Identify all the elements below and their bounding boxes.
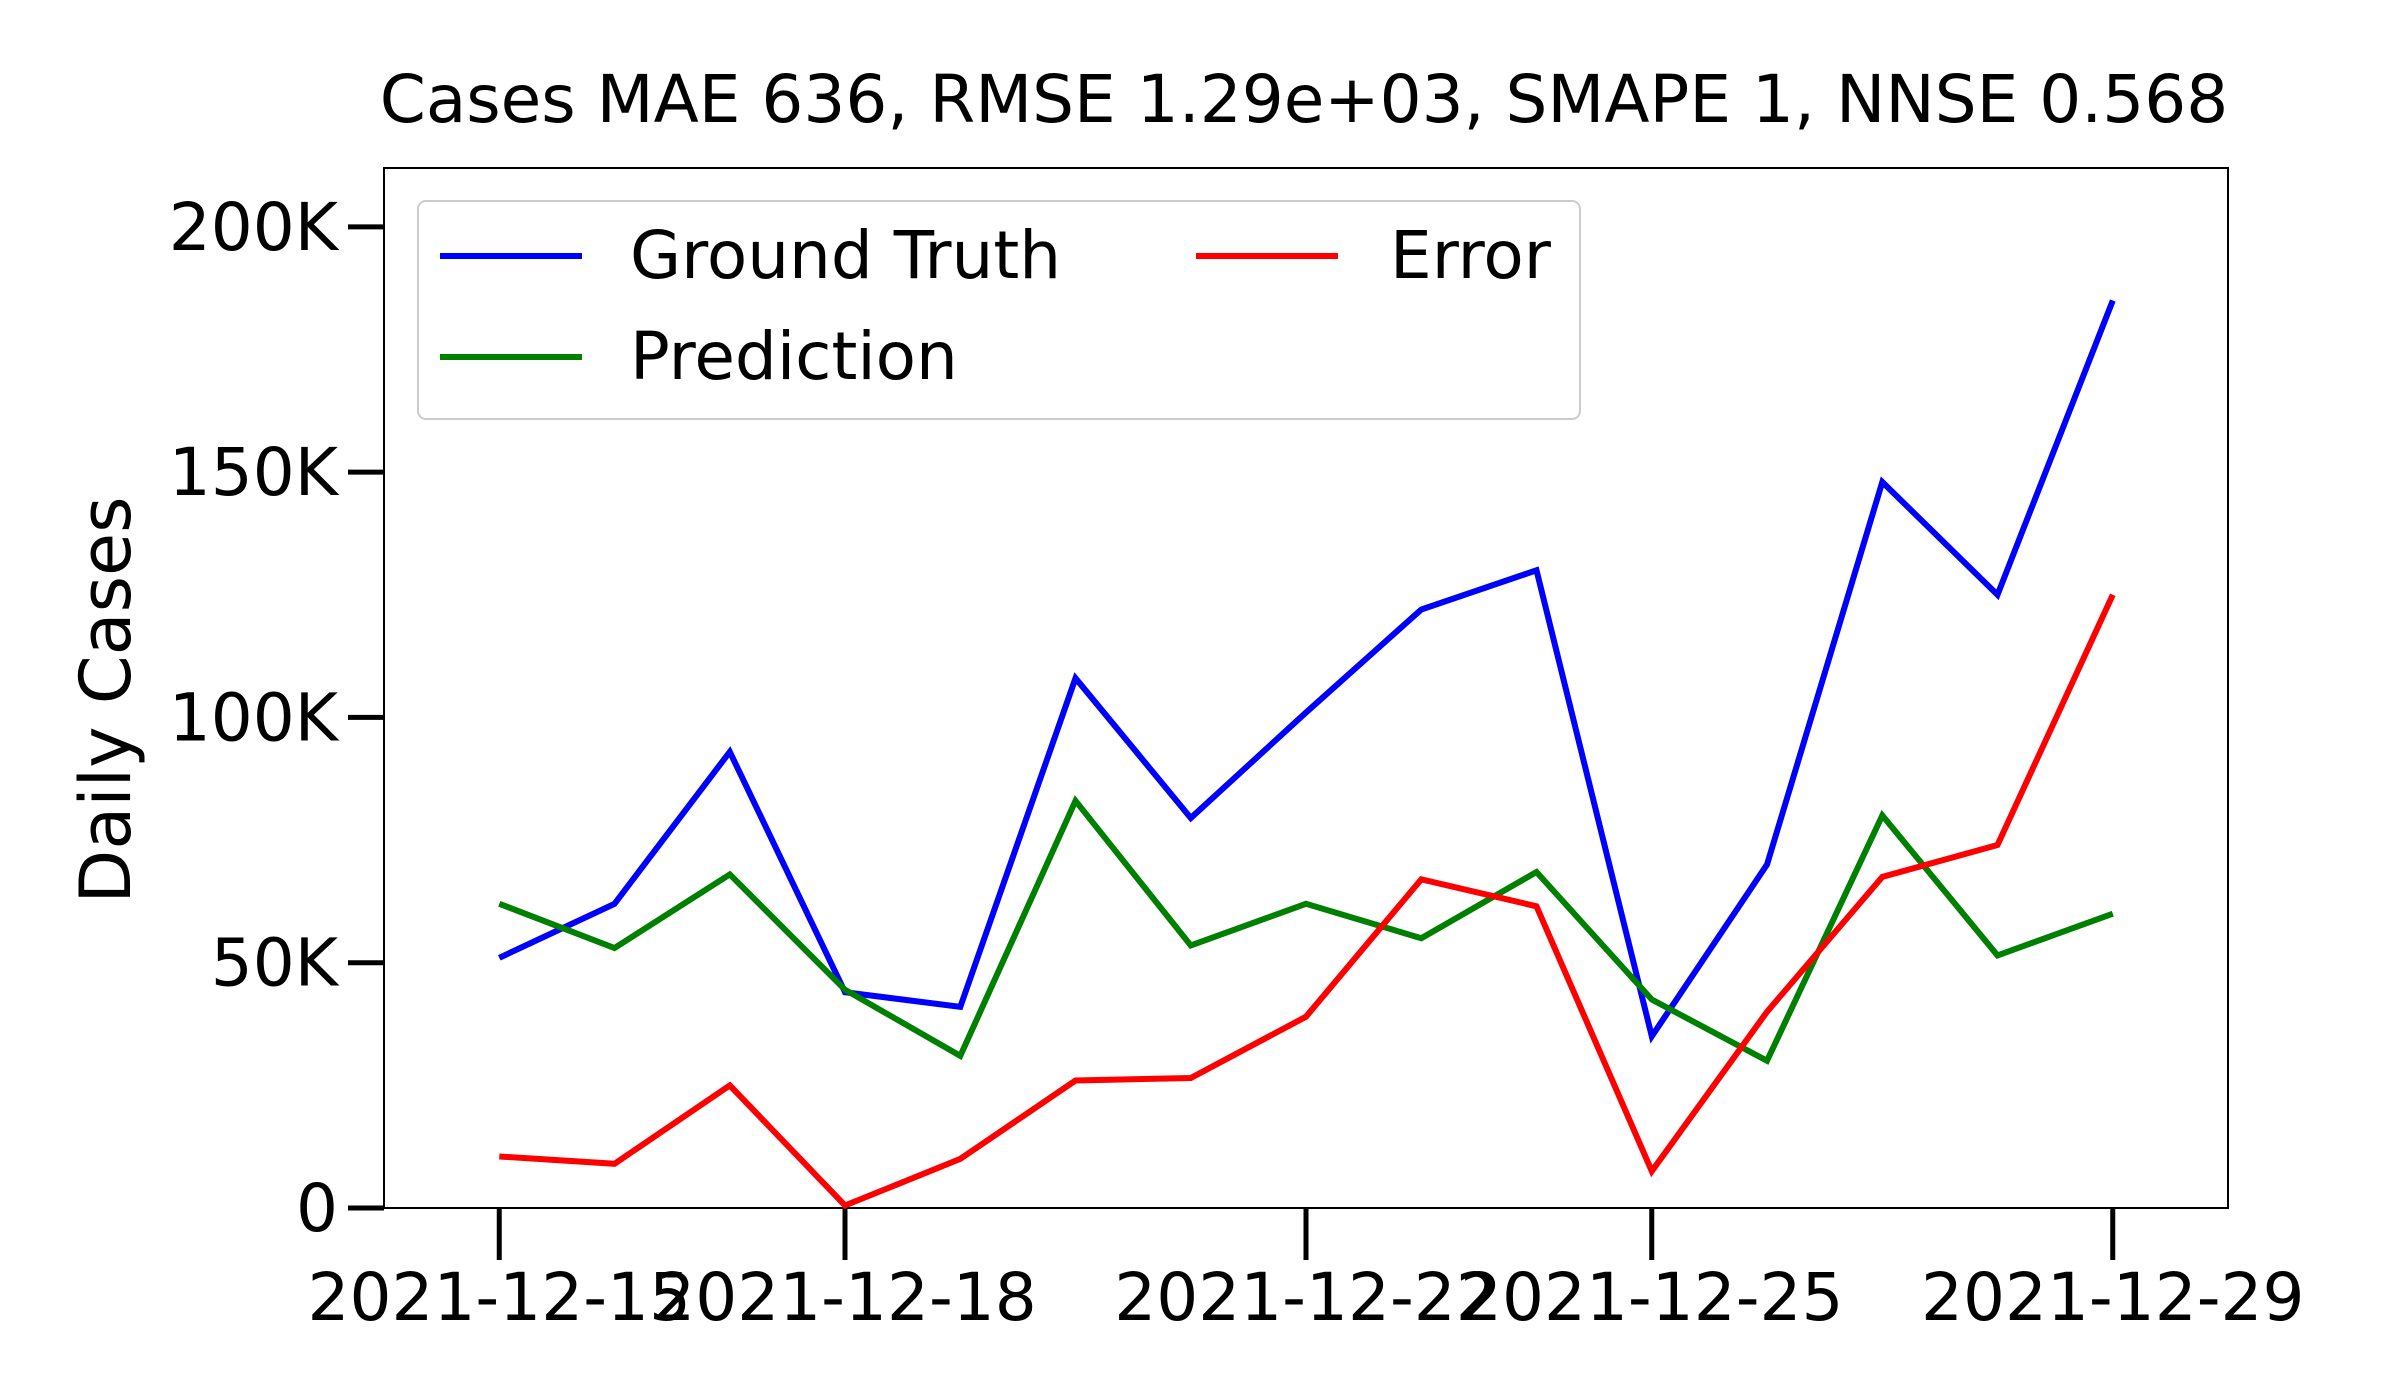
series-line-ground-truth — [498, 299, 2116, 1044]
y-tick-label: 0 — [296, 1170, 338, 1247]
legend-label-prediction: Prediction — [630, 318, 958, 395]
series-line-prediction — [498, 795, 2114, 1065]
y-tick-label: 150K — [169, 434, 340, 511]
chart-title: Cases MAE 636, RMSE 1.29e+03, SMAPE 1, N… — [380, 61, 2228, 138]
series-lines — [498, 299, 2116, 1210]
y-tick-label: 50K — [211, 925, 340, 1002]
y-tick-label: 100K — [169, 679, 340, 756]
x-tick-label: 2021-12-18 — [653, 1259, 1037, 1336]
x-tick-label: 2021-12-25 — [1460, 1259, 1844, 1336]
y-axis-label: Daily Cases — [65, 496, 147, 903]
legend-label-ground-truth: Ground Truth — [630, 217, 1061, 294]
y-axis: 0 50K 100K 150K 200K — [169, 189, 384, 1247]
x-tick-label: 2021-12-15 — [307, 1259, 691, 1336]
series-line-error — [499, 593, 2116, 1210]
legend: Ground Truth Prediction Error — [417, 200, 1581, 420]
x-tick-label: 2021-12-22 — [1114, 1259, 1498, 1336]
legend-label-error: Error — [1390, 217, 1552, 294]
x-tick-label: 2021-12-29 — [1921, 1259, 2305, 1336]
y-tick-label: 200K — [169, 189, 340, 266]
